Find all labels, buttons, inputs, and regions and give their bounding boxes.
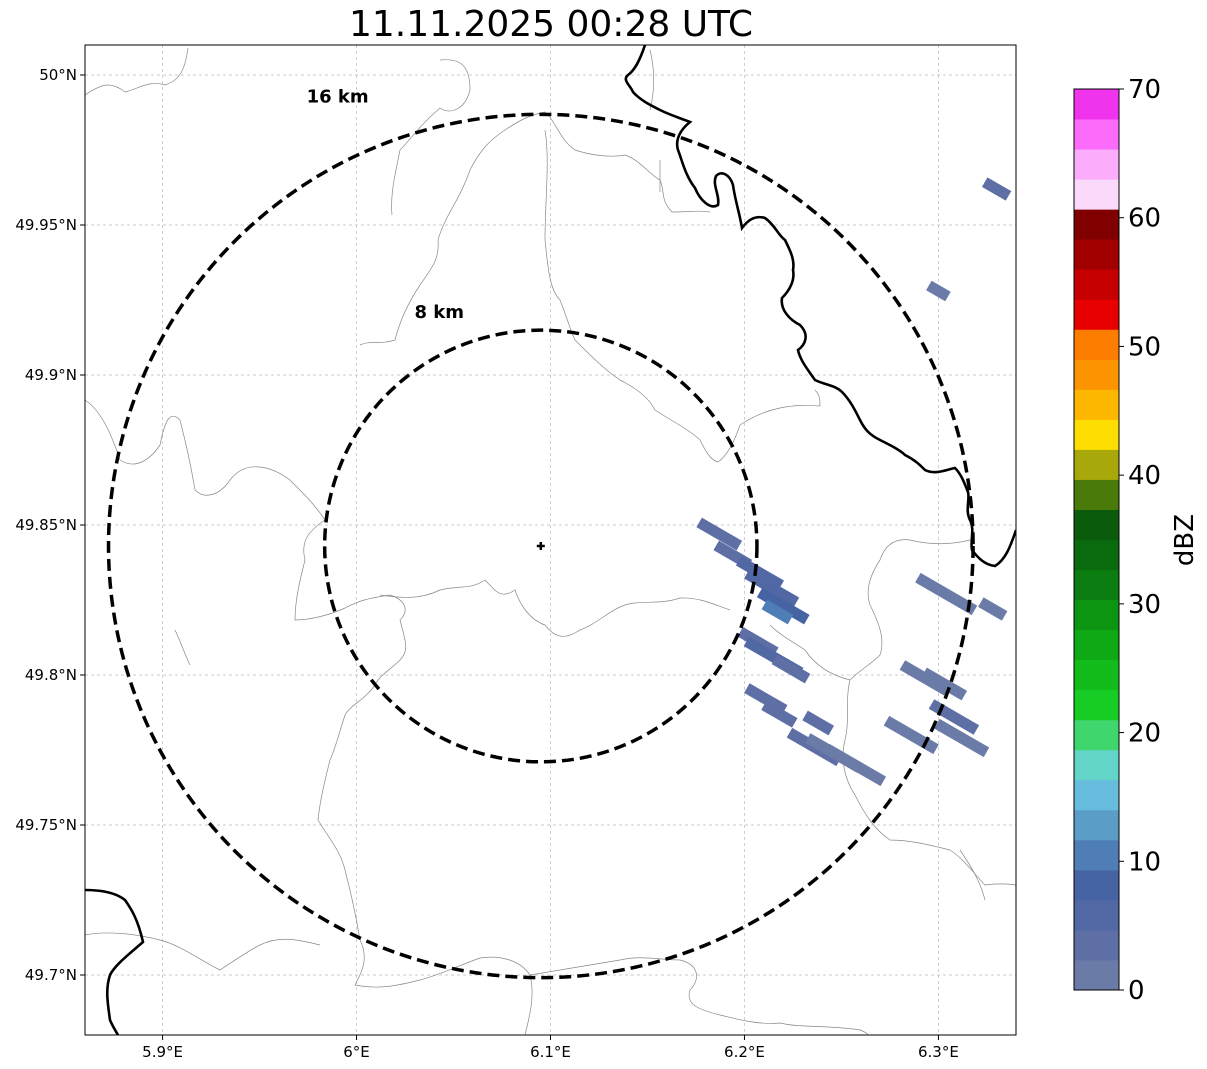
echo-cell (696, 517, 743, 551)
admin-boundary (842, 539, 1016, 886)
colorbar-segment (1074, 149, 1119, 180)
admin-boundary (174, 629, 191, 666)
colorbar-segment (1074, 389, 1119, 420)
colorbar-tick-label: 70 (1128, 75, 1161, 105)
echo-cell (744, 568, 800, 608)
colorbar-segment (1074, 779, 1119, 811)
range-ring (106, 112, 975, 980)
colorbar-segment (1074, 899, 1119, 931)
colorbar-tick-label: 30 (1128, 590, 1161, 620)
grid-lines (85, 45, 1016, 1035)
colorbar-tick-label: 20 (1128, 719, 1161, 749)
colorbar-segment (1074, 569, 1119, 601)
colorbar-segment (1074, 179, 1119, 210)
colorbar-tick-label: 40 (1128, 461, 1161, 491)
latitude-ticks: 49.7°N 49.75°N 49.8°N 49.85°N 49.9°N 49.95°N 5… (15, 66, 85, 984)
colorbar-frame (1073, 88, 1120, 991)
colorbar-segment (1074, 719, 1119, 751)
colorbar-segment (1074, 839, 1119, 871)
colorbar-segment (1074, 959, 1119, 991)
lon-tick-label: 6°E (343, 1043, 370, 1061)
lat-tick-label: 50°N (39, 66, 77, 84)
echo-cell (802, 710, 834, 736)
range-ring-label: 16 km (307, 86, 369, 107)
lat-tick-label: 49.85°N (15, 516, 77, 534)
colorbar-segment (1074, 659, 1119, 691)
border-lines (85, 45, 1016, 1035)
echo-cell (756, 587, 810, 625)
admin-boundary (959, 849, 986, 901)
colorbar-segment (1074, 809, 1119, 841)
colorbar-segment (1074, 89, 1119, 120)
colorbar-segment (1074, 329, 1119, 360)
colorbar-segment (1074, 209, 1119, 240)
echo-cell (934, 718, 990, 758)
colorbar-segment (1074, 539, 1119, 571)
colorbar-segment (1074, 449, 1119, 480)
echo-cell (921, 667, 968, 701)
echo-cell (823, 743, 887, 787)
echo-cell (735, 555, 784, 591)
echo-cell (915, 572, 978, 616)
national-border (624, 45, 1016, 568)
range-ring-label: 8 km (414, 302, 464, 323)
colorbar-segment (1074, 509, 1119, 540)
admin-boundary (391, 59, 471, 216)
echo-cell (926, 280, 951, 302)
admin-boundary (359, 129, 821, 463)
echo-cell (761, 700, 798, 728)
colorbar: 0 10 20 30 40 50 60 70 dBZ (1073, 75, 1200, 1006)
colorbar-tick-label: 0 (1128, 976, 1145, 1006)
admin-boundary (419, 956, 533, 1035)
colorbar-tick-label: 60 (1128, 204, 1161, 234)
colorbar-segment (1074, 749, 1119, 781)
colorbar-segment (1074, 629, 1119, 661)
colorbar-segment (1074, 239, 1119, 270)
colorbar-segment (1074, 119, 1119, 150)
colorbar-segment (1074, 269, 1119, 300)
lat-tick-label: 49.95°N (15, 216, 77, 234)
radar-echoes (696, 177, 1012, 787)
echo-cell (761, 599, 794, 625)
lon-tick-label: 5.9°E (142, 1043, 183, 1061)
echo-cell (771, 654, 811, 684)
lat-tick-label: 49.7°N (25, 966, 77, 984)
admin-boundary (85, 399, 421, 988)
range-ring (322, 328, 759, 764)
colorbar-segment (1074, 929, 1119, 961)
colorbar-segment (1074, 599, 1119, 631)
colorbar-segment (1074, 869, 1119, 901)
chart-title: 11.11.2025 00:28 UTC (348, 4, 754, 45)
colorbar-title: dBZ (1170, 514, 1200, 566)
colorbar-segment (1074, 479, 1119, 510)
colorbar-segment (1074, 359, 1119, 390)
lat-tick-label: 49.8°N (25, 666, 77, 684)
echo-cell (981, 177, 1012, 201)
lon-tick-label: 6.2°E (724, 1043, 765, 1061)
admin-boundary (394, 111, 711, 341)
admin-boundary (379, 579, 731, 637)
lat-tick-label: 49.75°N (15, 816, 77, 834)
colorbar-tick-label: 10 (1128, 847, 1161, 877)
lon-tick-label: 6.1°E (530, 1043, 571, 1061)
colorbar-segment (1074, 419, 1119, 450)
colorbar-tick-label: 50 (1128, 332, 1161, 362)
admin-boundary (529, 957, 869, 1035)
range-rings (106, 112, 975, 980)
lat-tick-label: 49.9°N (25, 366, 77, 384)
admin-boundary (769, 624, 851, 681)
lon-tick-label: 6.3°E (918, 1043, 959, 1061)
colorbar-segment (1074, 689, 1119, 721)
range-ring-labels: 8 km 16 km (307, 86, 464, 323)
echo-cell (978, 597, 1008, 621)
admin-boundary (85, 47, 189, 96)
colorbar-segment (1074, 299, 1119, 330)
admin-boundary (85, 932, 321, 971)
radar-site-marker (536, 542, 545, 550)
national-border (85, 888, 145, 1035)
longitude-ticks: 5.9°E 6°E 6.1°E 6.2°E 6.3°E (142, 1035, 959, 1061)
